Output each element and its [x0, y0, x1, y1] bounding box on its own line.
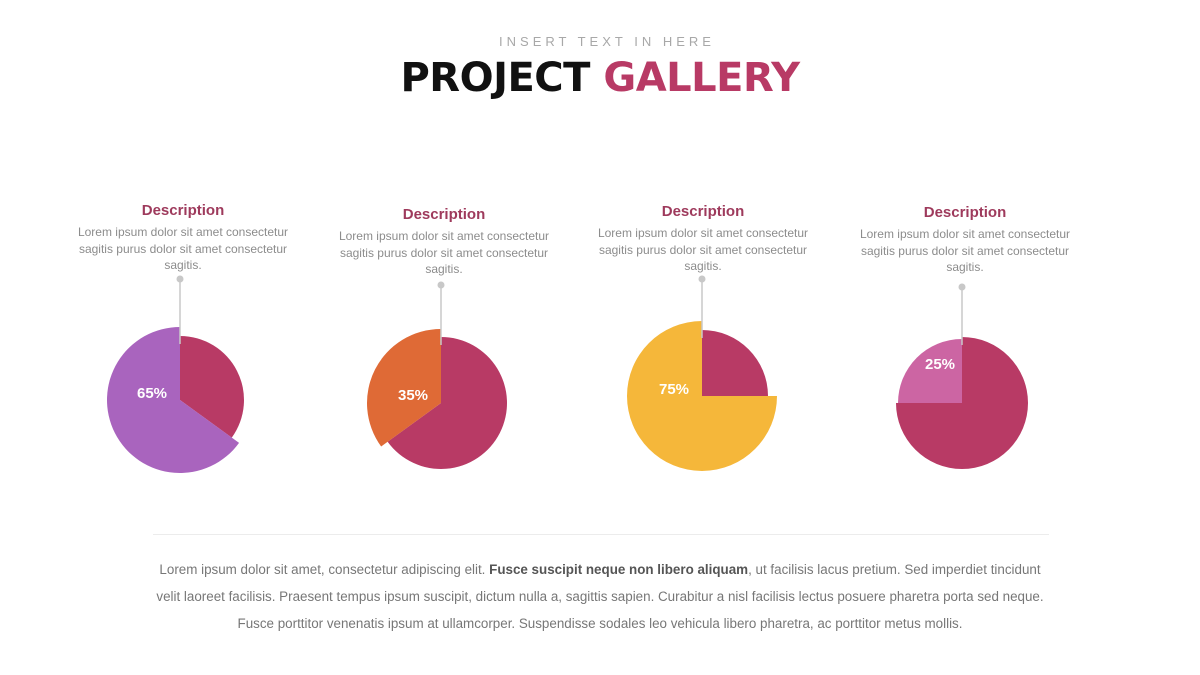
pie-chart-4: 25% [896, 283, 1028, 469]
pie-chart-1: 65% [107, 275, 244, 474]
connector-dot [958, 283, 966, 291]
pie-slice-highlight [367, 329, 441, 447]
chart-1-description: Description Lorem ipsum dolor sit amet c… [73, 202, 293, 274]
chart-2-description: Description Lorem ipsum dolor sit amet c… [334, 206, 554, 278]
description-text: Lorem ipsum dolor sit amet consectetur s… [338, 229, 550, 276]
chart-4-description: Description Lorem ipsum dolor sit amet c… [855, 204, 1075, 276]
header: INSERT TEXT IN HERE PROJECT GALLERY [0, 34, 1200, 101]
connector-dot [176, 275, 184, 283]
connector-dot [437, 281, 445, 289]
pie-percent-label: 25% [925, 356, 955, 373]
body-paragraph: Lorem ipsum dolor sit amet, consectetur … [150, 556, 1050, 637]
chart-3-description: Description Lorem ipsum dolor sit amet c… [593, 203, 813, 275]
pie-slice-remaining [387, 337, 507, 470]
page-subtitle: INSERT TEXT IN HERE [499, 34, 715, 49]
description-text: Lorem ipsum dolor sit amet consectetur s… [859, 227, 1071, 274]
description-title: Description [923, 204, 1007, 221]
body-text-end: , ut facilisis lacus pretium. Sed imperd… [156, 562, 1044, 631]
divider [153, 534, 1049, 535]
description-title: Description [402, 206, 486, 223]
connector-dot [698, 275, 706, 283]
page-title: PROJECT GALLERY [0, 55, 1200, 101]
body-text-bold: Fusce suscipit neque non libero aliquam [489, 562, 749, 577]
pie-slice-remaining [180, 336, 244, 438]
pie-slice-highlight [107, 327, 240, 474]
description-title: Description [141, 202, 225, 219]
description-title: Description [661, 203, 745, 220]
description-text: Lorem ipsum dolor sit amet consectetur s… [597, 226, 809, 273]
pie-chart-3: 75% [627, 275, 777, 471]
pie-slice-highlight [627, 321, 777, 471]
pie-slice-remaining [702, 330, 768, 396]
pie-percent-label: 65% [137, 385, 167, 402]
body-text-start: Lorem ipsum dolor sit amet, consectetur … [159, 562, 490, 577]
description-text: Lorem ipsum dolor sit amet consectetur s… [77, 225, 289, 272]
pie-chart-2: 35% [367, 281, 507, 470]
pie-slice-highlight [898, 339, 962, 403]
pie-percent-label: 75% [659, 381, 689, 398]
pie-percent-label: 35% [398, 387, 428, 404]
title-main: PROJECT [400, 55, 590, 101]
title-accent: GALLERY [603, 55, 800, 101]
